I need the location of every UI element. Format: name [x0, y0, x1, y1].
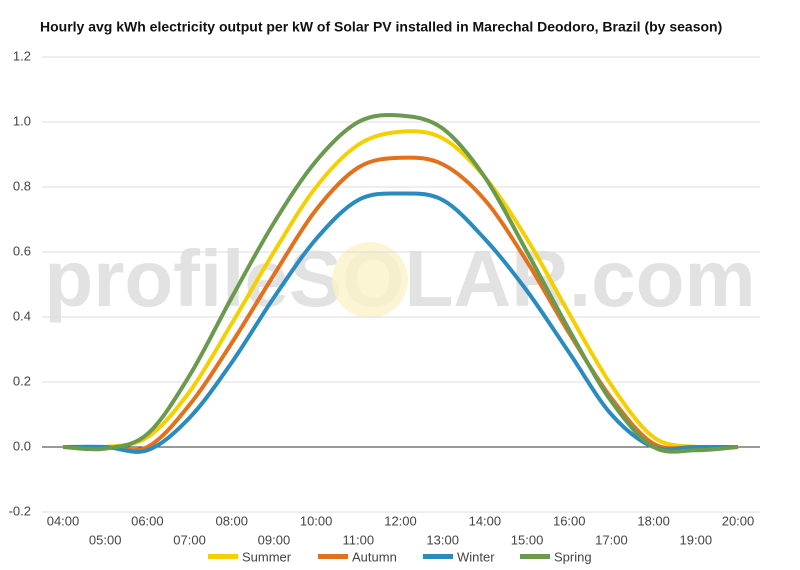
legend-swatch [423, 554, 453, 559]
x-tick-label: 10:00 [300, 513, 333, 528]
series-line [63, 155, 739, 453]
legend-swatch [208, 554, 238, 559]
x-tick-label: 07:00 [173, 532, 206, 547]
y-tick-label: 0.8 [13, 178, 31, 193]
x-tick-label: 09:00 [258, 532, 291, 547]
legend-label: Summer [242, 549, 292, 564]
x-tick-label: 13:00 [426, 532, 459, 547]
series-line [62, 129, 739, 450]
legend-label: Winter [457, 549, 495, 564]
x-tick-label: 14:00 [469, 513, 502, 528]
y-tick-label: 0.6 [13, 243, 31, 258]
x-tick-label: 20:00 [722, 513, 755, 528]
y-tick-label: 0.0 [13, 438, 31, 453]
x-tick-label: 06:00 [131, 513, 164, 528]
x-tick-label: 08:00 [215, 513, 248, 528]
x-tick-label: 04:00 [47, 513, 80, 528]
legend-swatch [318, 554, 348, 559]
x-tick-label: 11:00 [343, 532, 375, 547]
x-tick-label: 15:00 [511, 532, 544, 547]
y-tick-label: 0.4 [13, 308, 31, 323]
x-tick-label: 18:00 [637, 513, 670, 528]
watermark-sun [332, 242, 408, 318]
series-line [62, 191, 738, 454]
x-tick-label: 17:00 [595, 532, 628, 547]
x-tick-label: 05:00 [89, 532, 122, 547]
x-tick-label: 19:00 [680, 532, 713, 547]
x-tick-label: 12:00 [384, 513, 417, 528]
legend-label: Autumn [352, 549, 397, 564]
y-tick-label: -0.2 [9, 503, 31, 518]
series-line [62, 112, 739, 454]
legend-label: Spring [554, 549, 592, 564]
chart-title: Hourly avg kWh electricity output per kW… [40, 19, 722, 35]
y-tick-label: 0.2 [13, 373, 31, 388]
legend-swatch [520, 554, 550, 559]
x-tick-label: 16:00 [553, 513, 586, 528]
y-tick-label: 1.0 [13, 113, 31, 128]
y-tick-label: 1.2 [13, 48, 31, 63]
